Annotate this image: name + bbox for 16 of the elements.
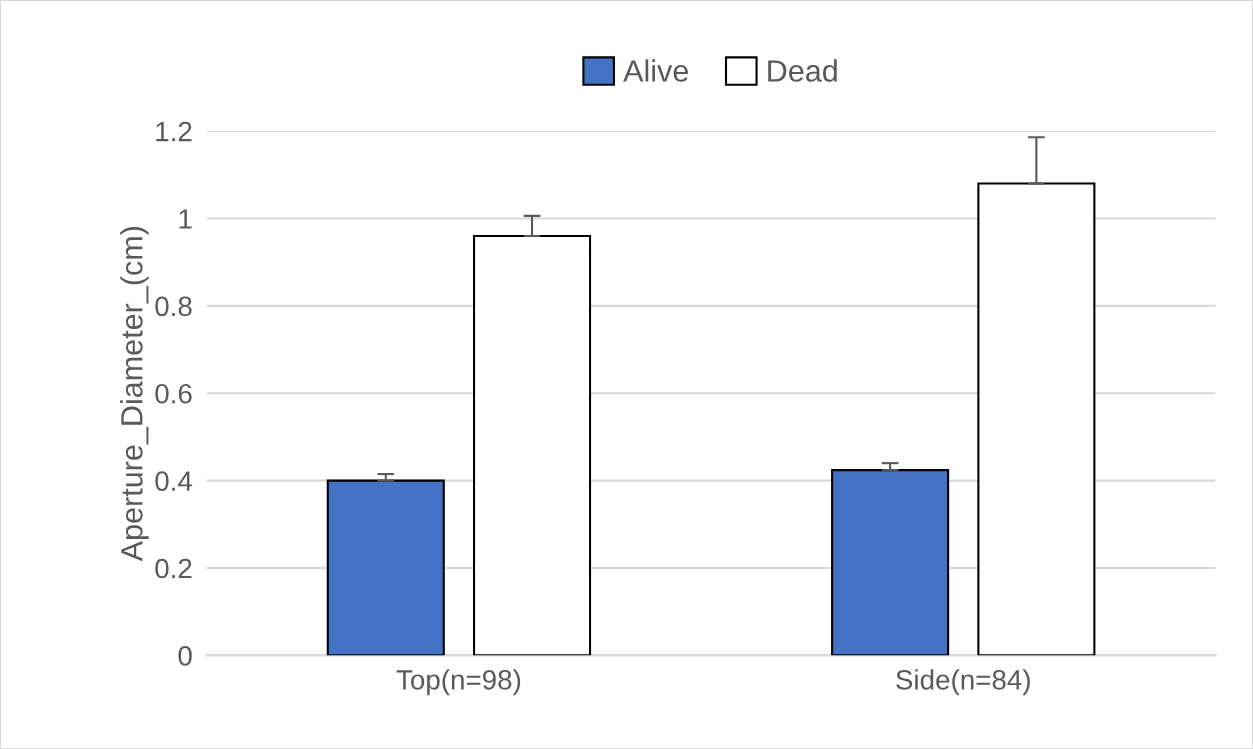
- y-tick-label: 0.2: [155, 558, 192, 579]
- y-tick-label: 0: [178, 646, 192, 666]
- y-tick-label: 0.6: [155, 383, 192, 404]
- legend-label: Dead: [768, 59, 837, 82]
- x-tick-label: Top(n=98): [396, 669, 521, 696]
- bar: [977, 182, 1096, 656]
- legend-label: Alive: [623, 59, 688, 82]
- bar: [326, 479, 445, 656]
- y-tick-label: 1.2: [156, 121, 192, 142]
- x-tick-label: Side(n=84): [896, 669, 1030, 696]
- bar: [831, 469, 950, 656]
- y-tick-label: 1: [179, 209, 192, 229]
- y-axis-title: Aperture_Diameter_(cm): [120, 227, 149, 562]
- y-tick-label: 0.8: [155, 296, 192, 317]
- y-tick-label: 0.4: [155, 471, 193, 491]
- bar: [473, 234, 592, 656]
